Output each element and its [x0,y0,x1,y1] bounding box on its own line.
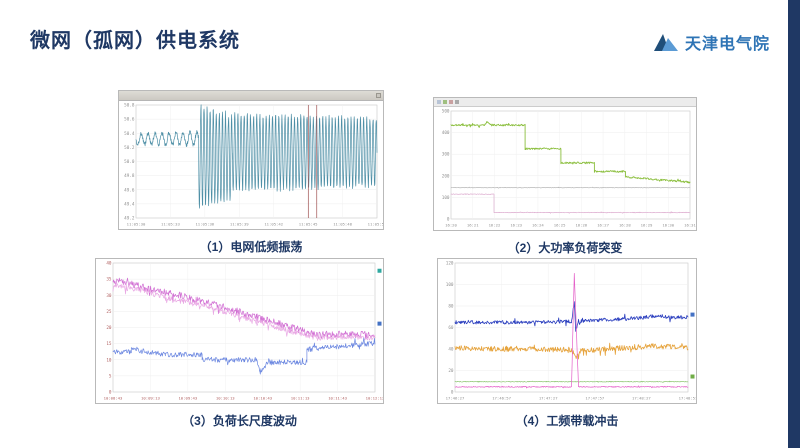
svg-text:300: 300 [442,152,450,158]
chart-window-titlebar [119,91,383,101]
svg-text:17:46:57: 17:46:57 [492,396,511,401]
svg-text:49.8: 49.8 [124,173,135,179]
svg-text:10:12:13: 10:12:13 [366,396,383,401]
svg-text:50.6: 50.6 [124,117,135,123]
svg-text:16:31: 16:31 [684,223,696,228]
svg-text:10: 10 [106,357,112,363]
svg-text:100: 100 [442,195,450,201]
svg-text:16:28: 16:28 [619,223,631,228]
svg-text:30: 30 [106,293,112,299]
chart-window-1: 50.8 50.6 50.4 50.2 50.0 49.8 49.6 49.4 49.2 11:0… [118,90,384,230]
svg-text:11:05:51: 11:05:51 [368,222,383,227]
svg-text:16:23: 16:23 [510,223,522,228]
svg-text:10:09:43: 10:09:43 [178,396,197,401]
svg-text:16:30: 16:30 [662,223,674,228]
chart-caption-2: （2）大功率负荷突变 [507,241,623,255]
load-impact-chart: 120 100 80 60 40 20 017:46:27 17:46:57 17:47:27 1… [438,259,696,403]
svg-text:0: 0 [451,390,454,396]
svg-text:50.4: 50.4 [124,131,135,137]
svg-text:10:08:43: 10:08:43 [104,396,123,401]
svg-text:50.0: 50.0 [124,159,135,165]
svg-text:17:47:27: 17:47:27 [539,396,558,401]
svg-text:11:05:39: 11:05:39 [230,222,249,227]
svg-text:500: 500 [442,109,450,115]
chart-caption-1: （1）电网低频振荡 [199,240,303,254]
svg-text:15: 15 [106,341,112,347]
svg-text:11:05:42: 11:05:42 [264,222,283,227]
svg-text:10:11:13: 10:11:13 [291,396,310,401]
svg-text:16:29: 16:29 [641,223,653,228]
svg-text:120: 120 [446,261,454,267]
svg-text:17:48:57: 17:48:57 [679,396,696,401]
svg-text:10:10:43: 10:10:43 [253,396,272,401]
toolbar-icon [437,100,441,104]
mountain-logo-icon [653,34,678,51]
svg-text:11:05:36: 11:05:36 [195,222,214,227]
svg-text:16:25: 16:25 [554,223,566,228]
svg-text:25: 25 [106,309,112,315]
svg-text:40: 40 [106,261,112,267]
svg-text:17:46:27: 17:46:27 [446,396,465,401]
svg-text:11:05:48: 11:05:48 [333,222,352,227]
svg-text:35: 35 [106,277,112,283]
logo-text: 天津电气院 [684,36,770,53]
svg-text:50.8: 50.8 [124,103,135,109]
svg-text:17:48:27: 17:48:27 [632,396,651,401]
oscillation-chart: 50.850.650.450.250.049.849.649.449.211:0… [119,101,383,229]
chart-window-4: 120 100 80 60 40 20 0 17:46:27 17:46:57 17:47:27 1… [437,258,697,404]
svg-text:16:24: 16:24 [532,223,544,228]
svg-text:5: 5 [109,373,112,379]
svg-text:16:22: 16:22 [489,223,501,228]
chart-panel-2: 500 400 300 200 100 0 16:20 16:21 16:22 16:23 16:2… [433,97,697,256]
svg-text:11:05:33: 11:05:33 [161,222,180,227]
svg-text:0: 0 [109,390,112,396]
svg-text:200: 200 [442,173,450,179]
svg-text:16:20: 16:20 [445,223,457,228]
svg-text:16:26: 16:26 [576,223,588,228]
svg-text:40: 40 [448,347,454,353]
svg-text:17:47:57: 17:47:57 [585,396,604,401]
long-scale-fluctuation-chart: 40 35 30 25 20 15 10 5 010:08:43 10:09:13 10:09:43… [96,259,383,403]
svg-text:400: 400 [442,130,450,136]
svg-text:49.2: 49.2 [124,216,135,222]
chart-toolbar [434,98,696,107]
chart-panel-1: 50.8 50.6 50.4 50.2 50.0 49.8 49.6 49.4 49.2 11:0… [118,90,384,255]
svg-text:80: 80 [448,304,454,310]
toolbar-icon [455,100,459,104]
svg-text:16:21: 16:21 [467,223,479,228]
svg-text:100: 100 [446,282,454,288]
svg-text:11:05:45: 11:05:45 [299,222,318,227]
svg-text:11:05:30: 11:05:30 [127,222,146,227]
toolbar-icon [449,100,453,104]
chart-window-2: 500 400 300 200 100 0 16:20 16:21 16:22 16:23 16:2… [433,97,697,231]
svg-text:49.6: 49.6 [124,187,135,193]
svg-text:16:27: 16:27 [597,223,609,228]
svg-text:10:11:43: 10:11:43 [328,396,347,401]
page-title: 微网（孤网）供电系统 [30,30,240,52]
accent-sidebar [788,0,800,448]
svg-text:50.2: 50.2 [124,145,135,151]
svg-text:20: 20 [448,368,454,374]
svg-text:20: 20 [106,325,112,331]
svg-text:0: 0 [447,217,450,223]
chart-panel-4: 120 100 80 60 40 20 0 17:46:27 17:46:57 17:47:27 1… [437,258,697,429]
window-close-icon [376,93,381,98]
svg-text:10:10:13: 10:10:13 [216,396,235,401]
load-step-chart: 500 400 300 200 100 016:20 16:21 16:22 16:23 16:2… [434,107,696,230]
company-logo: 天津电气院 [652,30,770,54]
chart-caption-3: （3）负荷长尺度波动 [182,414,297,428]
svg-text:60: 60 [448,325,454,331]
chart-caption-4: （4）工频带载冲击 [515,414,619,428]
toolbar-icon [443,100,447,104]
svg-text:10:09:13: 10:09:13 [141,396,160,401]
svg-text:49.4: 49.4 [124,201,135,207]
chart-window-3: 40 35 30 25 20 15 10 5 0 10:08:43 10:09:13 10:09:43… [95,258,384,404]
chart-panel-3: 40 35 30 25 20 15 10 5 0 10:08:43 10:09:13 10:09:43… [95,258,384,429]
